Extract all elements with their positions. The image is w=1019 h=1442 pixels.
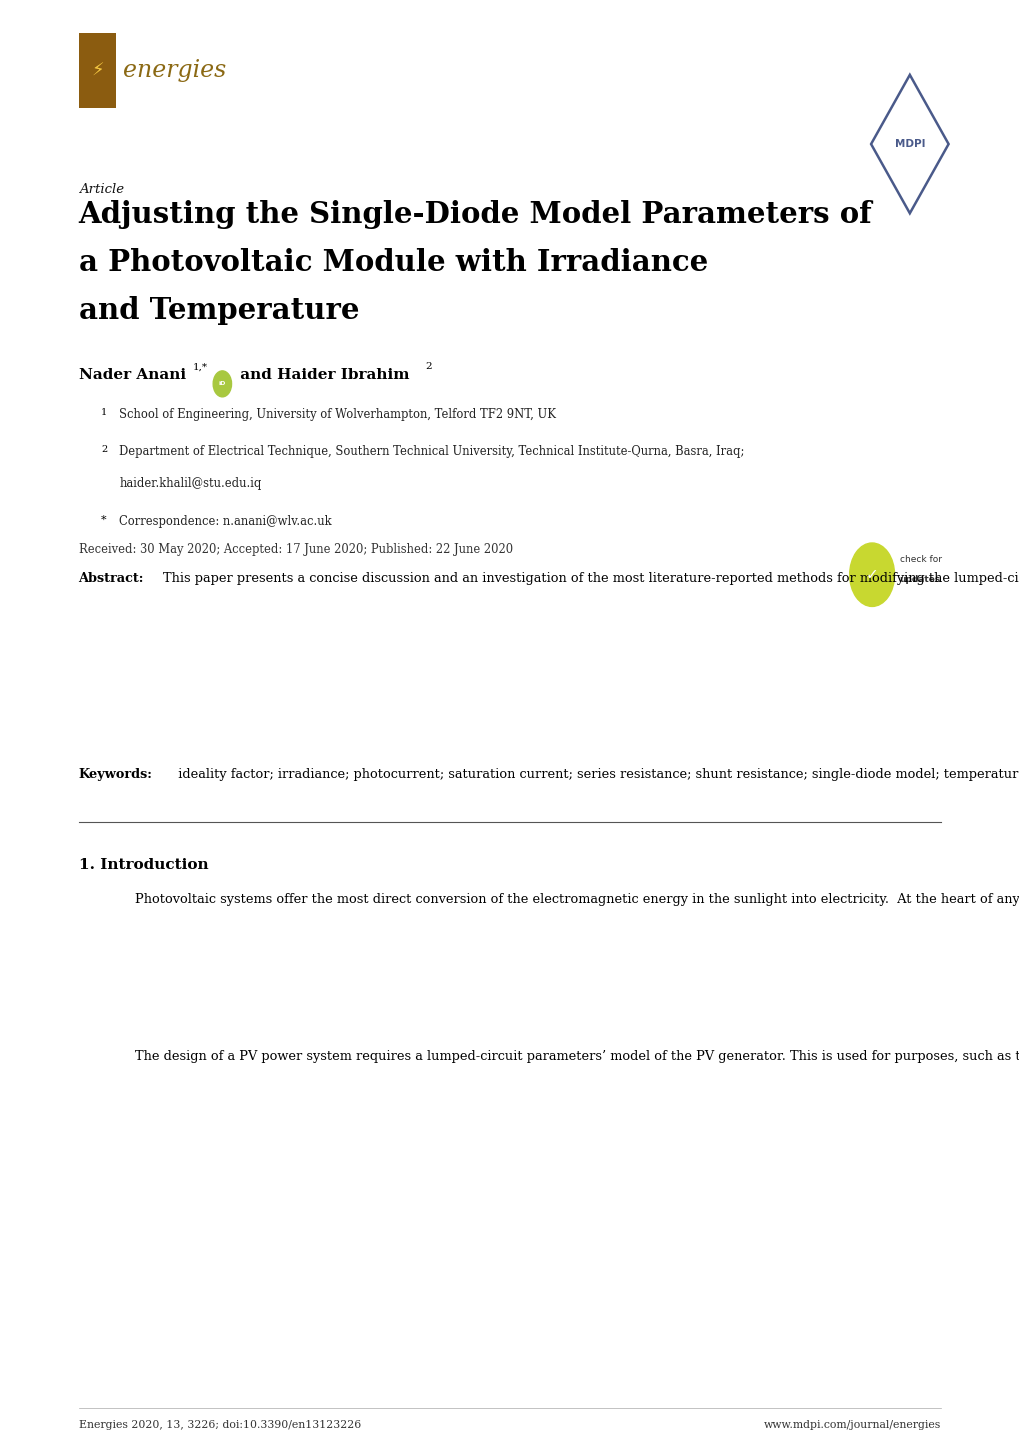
Text: ideality factor; irradiance; photocurrent; saturation current; series resistance: ideality factor; irradiance; photocurren… [170, 769, 1019, 782]
Text: energies: energies [123, 59, 226, 82]
Text: ⚡: ⚡ [91, 62, 104, 79]
Text: 2: 2 [425, 362, 431, 371]
Text: 1. Introduction: 1. Introduction [78, 858, 208, 872]
Text: Nader Anani: Nader Anani [78, 368, 191, 382]
Text: Article: Article [78, 183, 123, 196]
Text: ✓: ✓ [865, 567, 877, 583]
Text: 2: 2 [101, 446, 107, 454]
Text: iD: iD [218, 381, 226, 386]
Text: Correspondence: n.anani@wlv.ac.uk: Correspondence: n.anani@wlv.ac.uk [119, 515, 331, 528]
Text: a Photovoltaic Module with Irradiance: a Photovoltaic Module with Irradiance [78, 248, 707, 277]
Text: School of Engineering, University of Wolverhampton, Telford TF2 9NT, UK: School of Engineering, University of Wol… [119, 408, 555, 421]
Text: This paper presents a concise discussion and an investigation of the most litera: This paper presents a concise discussion… [163, 572, 1019, 585]
Circle shape [213, 371, 231, 397]
Text: Adjusting the Single-Diode Model Parameters of: Adjusting the Single-Diode Model Paramet… [78, 200, 871, 229]
Circle shape [849, 544, 894, 607]
Text: Energies 2020, 13, 3226; doi:10.3390/en13123226: Energies 2020, 13, 3226; doi:10.3390/en1… [78, 1420, 361, 1430]
Text: Department of Electrical Technique, Southern Technical University, Technical Ins: Department of Electrical Technique, Sout… [119, 446, 744, 459]
Text: Abstract:: Abstract: [78, 572, 144, 585]
Text: Received: 30 May 2020; Accepted: 17 June 2020; Published: 22 June 2020: Received: 30 May 2020; Accepted: 17 June… [78, 544, 513, 557]
Text: check for: check for [899, 555, 941, 564]
Text: Photovoltaic systems offer the most direct conversion of the electromagnetic ene: Photovoltaic systems offer the most dire… [135, 893, 1019, 906]
Text: MDPI: MDPI [894, 138, 924, 149]
Text: haider.khalil@stu.edu.iq: haider.khalil@stu.edu.iq [119, 477, 262, 490]
Text: Keywords:: Keywords: [78, 769, 153, 782]
Text: 1,*: 1,* [193, 362, 208, 371]
Text: and Haider Ibrahim: and Haider Ibrahim [234, 368, 414, 382]
Text: and Temperature: and Temperature [78, 296, 359, 324]
FancyBboxPatch shape [78, 33, 116, 108]
Text: 1: 1 [101, 408, 107, 417]
Text: *: * [101, 515, 107, 525]
Text: updates: updates [899, 575, 940, 584]
Text: www.mdpi.com/journal/energies: www.mdpi.com/journal/energies [763, 1420, 941, 1430]
Text: The design of a PV power system requires a lumped-circuit parameters’ model of t: The design of a PV power system requires… [135, 1050, 1019, 1063]
